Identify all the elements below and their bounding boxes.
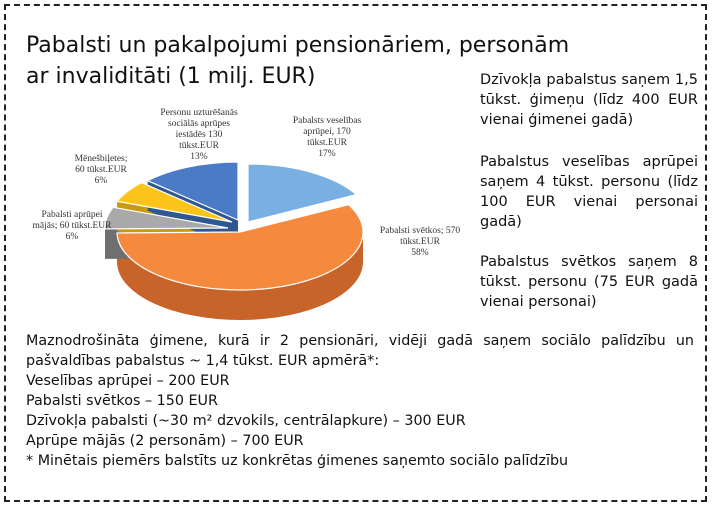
pie-slice-pabalsti-svetkos	[116, 203, 364, 291]
pie-label-line: tūkst.EUR	[307, 138, 347, 148]
page-title: Pabalsti un pakalpojumi pensionāriem, pe…	[26, 33, 570, 89]
family-example-item: Pabalsti svētkos – 150 EUR	[26, 393, 218, 409]
pie-label-line: 13%	[190, 152, 208, 162]
side-note-holidays: Pabalstus svētkos saņem 8 tūkst. personu…	[480, 254, 698, 310]
family-example: Maznodrošināta ģimene, kurā ir 2 pension…	[26, 331, 696, 471]
pie-label-line: Pabalsts veselības	[292, 116, 362, 126]
pie-label-line: 58%	[411, 248, 429, 258]
pie-label-pabalsti-veselibas-aprupei: Pabalsts veselības aprūpei, 170 tūkst.EUR 1…	[268, 116, 386, 160]
pie-label-personu-uzturesanas-socialas-aprupes-iestades: Personu uzturēšanās sociālās aprūpes iestā…	[147, 108, 251, 163]
family-example-intro: Maznodrošināta ģimene, kurā ir 2 pension…	[26, 333, 694, 369]
side-note-housing: Dzīvokļa pabalstus saņem 1,5 tūkst. ģime…	[480, 72, 698, 128]
pie-slice-personu-uzturesanas-socialas-aprupes-iestades	[146, 161, 239, 221]
pie-slice-menesbiletes	[115, 181, 233, 223]
pie-label-pabalsti-aprupei-majas: Pabalsti aprūpei mājās; 60 tūkst.EUR 6%	[22, 210, 122, 243]
family-example-item: Aprūpe mājās (2 personām) – 700 EUR	[26, 433, 304, 449]
pie-slice-pabalsti-aprupei-majas	[104, 206, 229, 230]
pie-label-menesbiletes: Mēnešbiļetes; 60 tūkst.EUR 6%	[60, 154, 142, 187]
pie-label-line: 6%	[65, 232, 79, 242]
pie-label-line: Pabalsti aprūpei	[41, 210, 103, 220]
side-note-healthcare: Pabalstus veselības aprūpei saņem 4 tūks…	[480, 154, 698, 230]
pie-label-line: iestādēs 130	[175, 130, 223, 140]
pie-label-line: tūkst.EUR	[179, 141, 219, 151]
pie-label-line: 6%	[94, 176, 108, 186]
pie-label-line: sociālās aprūpes	[168, 119, 230, 129]
pie-side-pabalsti-svetkos	[117, 232, 364, 320]
pie-label-pabalsti-svetkos: Pabalsti svētkos; 570 tūkst.EUR 58%	[370, 226, 470, 259]
pie-label-line: Pabalsti svētkos; 570	[379, 226, 461, 236]
family-example-item: Dzīvokļa pabalsti (~30 m² dzvokils, cent…	[26, 413, 466, 429]
pie-label-line: aprūpei, 170	[303, 127, 351, 137]
dashed-frame	[4, 4, 707, 502]
pie-label-line: tūkst.EUR	[400, 237, 440, 247]
pie-label-line: 17%	[318, 149, 336, 159]
family-example-footnote: * Minētais piemērs balstīts uz konkrētas…	[26, 453, 569, 469]
pie-label-line: Personu uzturēšanās	[160, 108, 238, 118]
pie-slice-pabalsti-veselibas-aprupei	[247, 163, 358, 223]
pie-label-line: 60 tūkst.EUR	[75, 165, 127, 175]
pie-label-line: Mēnešbiļetes;	[74, 154, 128, 164]
family-example-item: Veselības aprūpei – 200 EUR	[26, 373, 230, 389]
pie-label-line: mājās; 60 tūkst.EUR	[32, 221, 112, 231]
